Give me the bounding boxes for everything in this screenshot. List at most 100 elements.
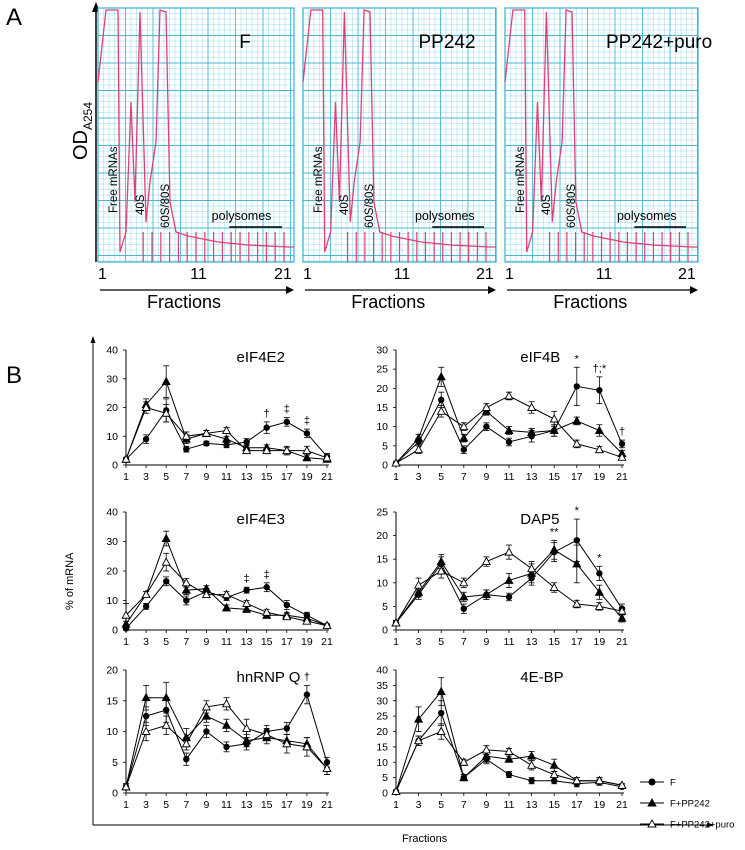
profile-frame xyxy=(302,7,497,263)
label-60s-80s: 60S/80S xyxy=(364,183,377,228)
data-point xyxy=(201,428,211,437)
data-point xyxy=(221,434,232,443)
y-tick-label: 10 xyxy=(376,421,388,433)
series-F xyxy=(392,366,626,467)
y-tick-label: 10 xyxy=(106,595,118,607)
series-F+PP242+puro xyxy=(121,697,332,791)
data-point xyxy=(551,777,558,784)
significance-mark: ‡ xyxy=(304,415,310,427)
x-tick-label: 21 xyxy=(616,799,628,811)
data-point xyxy=(203,728,210,735)
tick-21: 21 xyxy=(274,266,292,283)
data-point xyxy=(481,745,491,754)
data-point xyxy=(527,760,537,769)
significance-mark: * xyxy=(597,552,602,564)
series-F xyxy=(392,518,626,627)
series-F+PP242+puro xyxy=(391,544,627,627)
x-tick-label: 15 xyxy=(261,471,273,483)
x-tick-label: 21 xyxy=(321,471,333,483)
data-point xyxy=(221,720,232,729)
data-point xyxy=(436,566,446,575)
x-tick-label: 1 xyxy=(123,636,129,648)
data-point xyxy=(414,444,424,454)
x-tick-label: 19 xyxy=(301,471,313,483)
data-point xyxy=(504,547,514,556)
y-tick-label: 25 xyxy=(376,364,388,376)
x-tick-label: 15 xyxy=(261,799,273,811)
polysomes-label: polysomes xyxy=(211,209,272,223)
y-tick-label: 20 xyxy=(106,402,118,414)
y-tick-label: 20 xyxy=(106,665,118,677)
free-mrna-label: Free mRNAs xyxy=(515,146,527,213)
data-point xyxy=(504,746,514,755)
legend-marker xyxy=(647,819,657,828)
significance-mark: † xyxy=(304,671,310,683)
data-point xyxy=(617,613,627,622)
significance-mark: ** xyxy=(550,526,559,538)
data-point xyxy=(283,601,290,609)
x-tick-label: 1 xyxy=(393,799,399,811)
series-F+PP242+puro xyxy=(391,391,627,467)
tick-11: 11 xyxy=(190,266,207,283)
panel-a-svg xyxy=(92,2,699,294)
panel-b-letter: B xyxy=(6,362,23,389)
fractions-label: Fractions xyxy=(351,292,426,312)
data-point xyxy=(221,698,232,708)
data-point xyxy=(183,445,190,453)
data-point xyxy=(142,435,150,443)
x-tick-label: 17 xyxy=(281,799,293,811)
y-tick-label: 5 xyxy=(382,772,388,784)
data-point xyxy=(223,743,230,751)
x-tick-label: 1 xyxy=(123,471,129,483)
data-point xyxy=(181,431,191,440)
y-tick-label: 5 xyxy=(112,757,118,769)
data-point xyxy=(121,610,131,619)
x-tick-label: 17 xyxy=(571,799,583,811)
x-tick-label: 7 xyxy=(183,636,189,648)
fractions-arrow xyxy=(690,286,698,294)
data-point xyxy=(436,406,446,415)
data-point xyxy=(303,430,311,437)
x-tick-label: 11 xyxy=(221,636,232,648)
x-tick-label: 13 xyxy=(526,471,538,483)
data-point xyxy=(183,755,190,763)
data-point xyxy=(242,445,252,455)
legend-marker xyxy=(647,798,657,807)
x-tick-label: 7 xyxy=(461,799,467,811)
label-40s: 40S xyxy=(339,194,352,215)
data-point xyxy=(302,445,312,455)
x-tick-label: 15 xyxy=(261,636,273,648)
data-point xyxy=(438,396,445,404)
y-tick-label: 0 xyxy=(382,625,388,637)
label-60s-80s: 60S/80S xyxy=(566,183,579,228)
data-point xyxy=(549,769,559,778)
x-tick-label: 9 xyxy=(203,636,209,648)
data-point xyxy=(223,441,230,449)
data-point xyxy=(161,408,171,417)
data-point xyxy=(436,371,446,381)
data-point xyxy=(504,391,514,400)
free-mrna-label: Free mRNAs xyxy=(313,146,325,213)
data-point xyxy=(322,620,332,630)
profile-title: PP242 xyxy=(418,32,476,53)
data-point xyxy=(282,611,292,621)
data-point xyxy=(391,458,401,467)
data-point xyxy=(572,775,582,785)
data-point xyxy=(181,577,191,587)
data-point xyxy=(221,425,232,434)
x-tick-label: 7 xyxy=(461,471,467,483)
y-tick-label: 15 xyxy=(106,695,118,707)
profile-3 xyxy=(504,7,699,294)
chart-title: 4E-BP xyxy=(520,669,563,686)
data-point xyxy=(242,598,252,607)
data-point xyxy=(142,712,150,720)
data-point xyxy=(481,751,491,760)
data-point xyxy=(436,726,446,735)
x-tick-label: 1 xyxy=(393,471,399,483)
data-point xyxy=(141,589,151,599)
tick-21: 21 xyxy=(476,266,494,283)
x-tick-label: 3 xyxy=(143,799,149,811)
data-point xyxy=(201,701,211,711)
